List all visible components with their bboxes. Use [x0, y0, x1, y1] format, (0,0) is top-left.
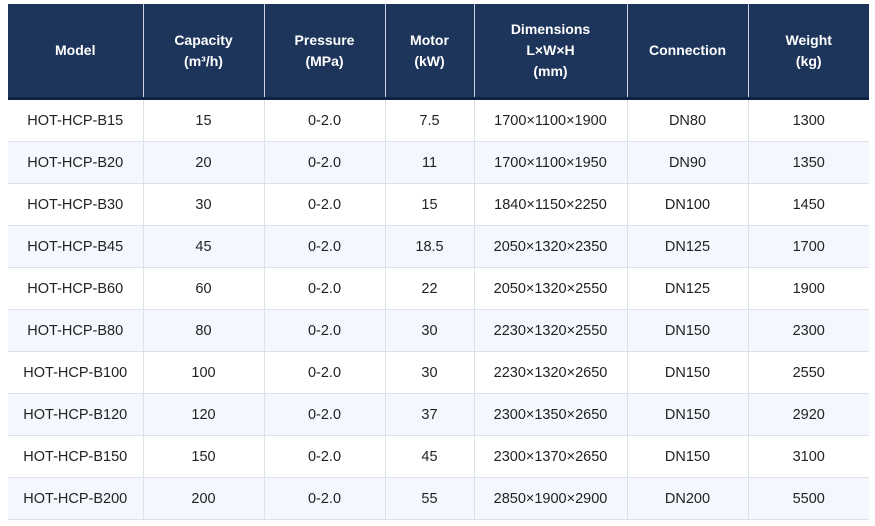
table-row: HOT-HCP-B120 120 0-2.0 37 2300×1350×2650…	[8, 393, 869, 436]
cell-connection: DN150	[627, 351, 749, 394]
cell-dimensions: 2050×1320×2550	[474, 267, 628, 310]
header-weight: Weight (kg)	[748, 4, 869, 100]
spec-table-container: Model Capacity (m³/h) Pressure (MPa) Mot…	[8, 4, 869, 520]
cell-connection: DN90	[627, 141, 749, 184]
cell-capacity: 60	[143, 267, 265, 310]
cell-dimensions: 1700×1100×1900	[474, 98, 628, 142]
header-capacity: Capacity (m³/h)	[143, 4, 265, 100]
cell-connection: DN100	[627, 183, 749, 226]
cell-model: HOT-HCP-B30	[8, 183, 144, 226]
cell-model: HOT-HCP-B120	[8, 393, 144, 436]
cell-dimensions: 1700×1100×1950	[474, 141, 628, 184]
cell-capacity: 100	[143, 351, 265, 394]
cell-motor: 18.5	[385, 225, 475, 268]
cell-pressure: 0-2.0	[264, 225, 386, 268]
table-row: HOT-HCP-B20 20 0-2.0 11 1700×1100×1950 D…	[8, 141, 869, 184]
cell-connection: DN150	[627, 309, 749, 352]
cell-capacity: 80	[143, 309, 265, 352]
cell-weight: 1700	[748, 225, 869, 268]
cell-weight: 1900	[748, 267, 869, 310]
cell-pressure: 0-2.0	[264, 267, 386, 310]
table-row: HOT-HCP-B200 200 0-2.0 55 2850×1900×2900…	[8, 477, 869, 520]
cell-model: HOT-HCP-B20	[8, 141, 144, 184]
cell-connection: DN80	[627, 98, 749, 142]
cell-pressure: 0-2.0	[264, 393, 386, 436]
spec-table: Model Capacity (m³/h) Pressure (MPa) Mot…	[8, 4, 869, 520]
cell-weight: 1350	[748, 141, 869, 184]
cell-model: HOT-HCP-B60	[8, 267, 144, 310]
header-dimensions: Dimensions L×W×H (mm)	[474, 4, 628, 100]
cell-capacity: 20	[143, 141, 265, 184]
table-row: HOT-HCP-B45 45 0-2.0 18.5 2050×1320×2350…	[8, 225, 869, 268]
cell-model: HOT-HCP-B15	[8, 98, 144, 142]
cell-capacity: 120	[143, 393, 265, 436]
cell-motor: 7.5	[385, 98, 475, 142]
cell-dimensions: 2230×1320×2550	[474, 309, 628, 352]
cell-weight: 5500	[748, 477, 869, 520]
header-row: Model Capacity (m³/h) Pressure (MPa) Mot…	[8, 4, 869, 100]
cell-dimensions: 2050×1320×2350	[474, 225, 628, 268]
cell-weight: 2300	[748, 309, 869, 352]
cell-model: HOT-HCP-B150	[8, 435, 144, 478]
cell-capacity: 150	[143, 435, 265, 478]
table-row: HOT-HCP-B60 60 0-2.0 22 2050×1320×2550 D…	[8, 267, 869, 310]
cell-capacity: 15	[143, 98, 265, 142]
cell-dimensions: 2230×1320×2650	[474, 351, 628, 394]
cell-motor: 30	[385, 351, 475, 394]
header-pressure: Pressure (MPa)	[264, 4, 386, 100]
table-row: HOT-HCP-B80 80 0-2.0 30 2230×1320×2550 D…	[8, 309, 869, 352]
table-row: HOT-HCP-B15 15 0-2.0 7.5 1700×1100×1900 …	[8, 98, 869, 142]
cell-connection: DN200	[627, 477, 749, 520]
cell-pressure: 0-2.0	[264, 183, 386, 226]
cell-dimensions: 1840×1150×2250	[474, 183, 628, 226]
cell-model: HOT-HCP-B200	[8, 477, 144, 520]
cell-pressure: 0-2.0	[264, 98, 386, 142]
cell-motor: 22	[385, 267, 475, 310]
cell-capacity: 45	[143, 225, 265, 268]
cell-motor: 30	[385, 309, 475, 352]
cell-dimensions: 2300×1350×2650	[474, 393, 628, 436]
table-row: HOT-HCP-B150 150 0-2.0 45 2300×1370×2650…	[8, 435, 869, 478]
cell-model: HOT-HCP-B100	[8, 351, 144, 394]
cell-weight: 3100	[748, 435, 869, 478]
table-row: HOT-HCP-B100 100 0-2.0 30 2230×1320×2650…	[8, 351, 869, 394]
cell-motor: 15	[385, 183, 475, 226]
header-model: Model	[8, 4, 144, 100]
cell-motor: 37	[385, 393, 475, 436]
cell-pressure: 0-2.0	[264, 477, 386, 520]
cell-capacity: 30	[143, 183, 265, 226]
cell-dimensions: 2300×1370×2650	[474, 435, 628, 478]
cell-model: HOT-HCP-B80	[8, 309, 144, 352]
cell-weight: 1300	[748, 98, 869, 142]
table-row: HOT-HCP-B30 30 0-2.0 15 1840×1150×2250 D…	[8, 183, 869, 226]
cell-motor: 45	[385, 435, 475, 478]
table-body: HOT-HCP-B15 15 0-2.0 7.5 1700×1100×1900 …	[8, 98, 869, 520]
header-motor: Motor (kW)	[385, 4, 475, 100]
cell-connection: DN125	[627, 225, 749, 268]
cell-weight: 2920	[748, 393, 869, 436]
cell-pressure: 0-2.0	[264, 141, 386, 184]
table-header: Model Capacity (m³/h) Pressure (MPa) Mot…	[8, 4, 869, 100]
cell-model: HOT-HCP-B45	[8, 225, 144, 268]
cell-motor: 55	[385, 477, 475, 520]
cell-dimensions: 2850×1900×2900	[474, 477, 628, 520]
cell-pressure: 0-2.0	[264, 435, 386, 478]
cell-motor: 11	[385, 141, 475, 184]
header-connection: Connection	[627, 4, 749, 100]
cell-weight: 2550	[748, 351, 869, 394]
cell-pressure: 0-2.0	[264, 351, 386, 394]
cell-weight: 1450	[748, 183, 869, 226]
cell-connection: DN150	[627, 435, 749, 478]
cell-pressure: 0-2.0	[264, 309, 386, 352]
cell-capacity: 200	[143, 477, 265, 520]
cell-connection: DN150	[627, 393, 749, 436]
cell-connection: DN125	[627, 267, 749, 310]
